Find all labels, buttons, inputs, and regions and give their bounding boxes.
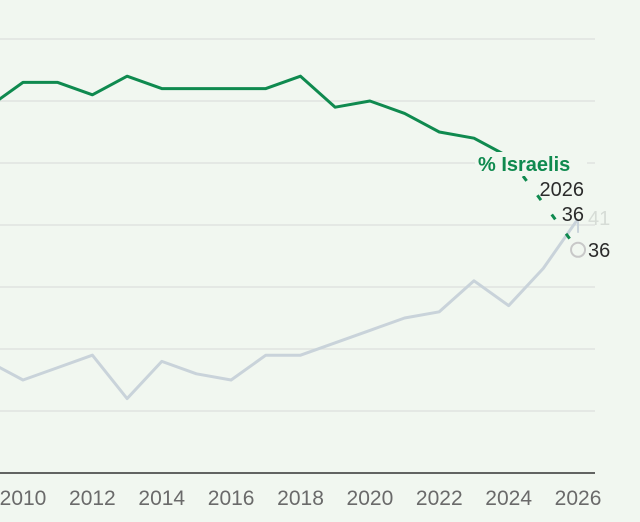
data-point-gray bbox=[264, 353, 268, 357]
data-point-gray bbox=[160, 359, 164, 363]
data-point-gray bbox=[333, 341, 337, 345]
x-axis-ticks: 2010 2012 2014 2016 2018 2020 2022 2024 2026 bbox=[0, 487, 601, 510]
data-point-israelis bbox=[299, 74, 303, 78]
data-point-gray bbox=[56, 366, 60, 370]
x-tick-label: 2022 bbox=[416, 487, 463, 510]
data-point-gray bbox=[541, 266, 545, 270]
data-point-gray bbox=[299, 353, 303, 357]
x-tick-label: 2014 bbox=[138, 487, 185, 510]
data-point-israelis bbox=[368, 99, 372, 103]
x-tick-label: 2018 bbox=[277, 487, 324, 510]
data-point-israelis bbox=[229, 87, 233, 91]
data-point-israelis bbox=[403, 111, 407, 115]
data-point-israelis bbox=[21, 80, 25, 84]
data-point-israelis bbox=[333, 105, 337, 109]
series-label-israelis: % Israelis bbox=[478, 154, 570, 176]
end-label-gray: 41 bbox=[588, 208, 610, 230]
data-point-israelis bbox=[507, 155, 511, 159]
data-point-gray bbox=[125, 397, 129, 401]
gridlines bbox=[0, 38, 595, 474]
data-point-gray bbox=[403, 316, 407, 320]
data-point-gray bbox=[90, 353, 94, 357]
data-point-gray bbox=[194, 372, 198, 376]
data-point-israelis bbox=[56, 80, 60, 84]
data-point-israelis bbox=[437, 130, 441, 134]
data-point-gray bbox=[21, 378, 25, 382]
data-point-israelis bbox=[125, 74, 129, 78]
x-tick-label: 2026 bbox=[555, 487, 602, 510]
x-tick-label: 2012 bbox=[69, 487, 116, 510]
data-point-gray bbox=[507, 304, 511, 308]
x-tick-label: 2010 bbox=[0, 487, 46, 510]
x-tick-label: 2020 bbox=[347, 487, 394, 510]
data-point-israelis bbox=[160, 87, 164, 91]
series-line-israelis bbox=[0, 74, 510, 159]
data-point-israelis bbox=[264, 87, 268, 91]
data-point-israelis bbox=[194, 87, 198, 91]
hover-year-label: 2026 bbox=[540, 179, 585, 201]
series-line-gray bbox=[0, 217, 580, 401]
hover-value-label: 36 bbox=[562, 204, 584, 226]
data-point-gray bbox=[229, 378, 233, 382]
label-backdrop bbox=[475, 152, 587, 176]
data-point-israelis bbox=[472, 136, 476, 140]
data-point-gray bbox=[368, 328, 372, 332]
x-tick-label: 2016 bbox=[208, 487, 255, 510]
data-point-israelis bbox=[90, 93, 94, 97]
data-point-gray bbox=[576, 217, 580, 221]
data-point-israelis bbox=[576, 248, 580, 252]
data-point-gray bbox=[472, 279, 476, 283]
series-line-israelis-dashed bbox=[507, 155, 580, 251]
data-point-gray bbox=[437, 310, 441, 314]
x-tick-label: 2024 bbox=[485, 487, 532, 510]
hover-marker[interactable] bbox=[570, 241, 587, 258]
end-label-israelis: 36 bbox=[588, 240, 610, 262]
